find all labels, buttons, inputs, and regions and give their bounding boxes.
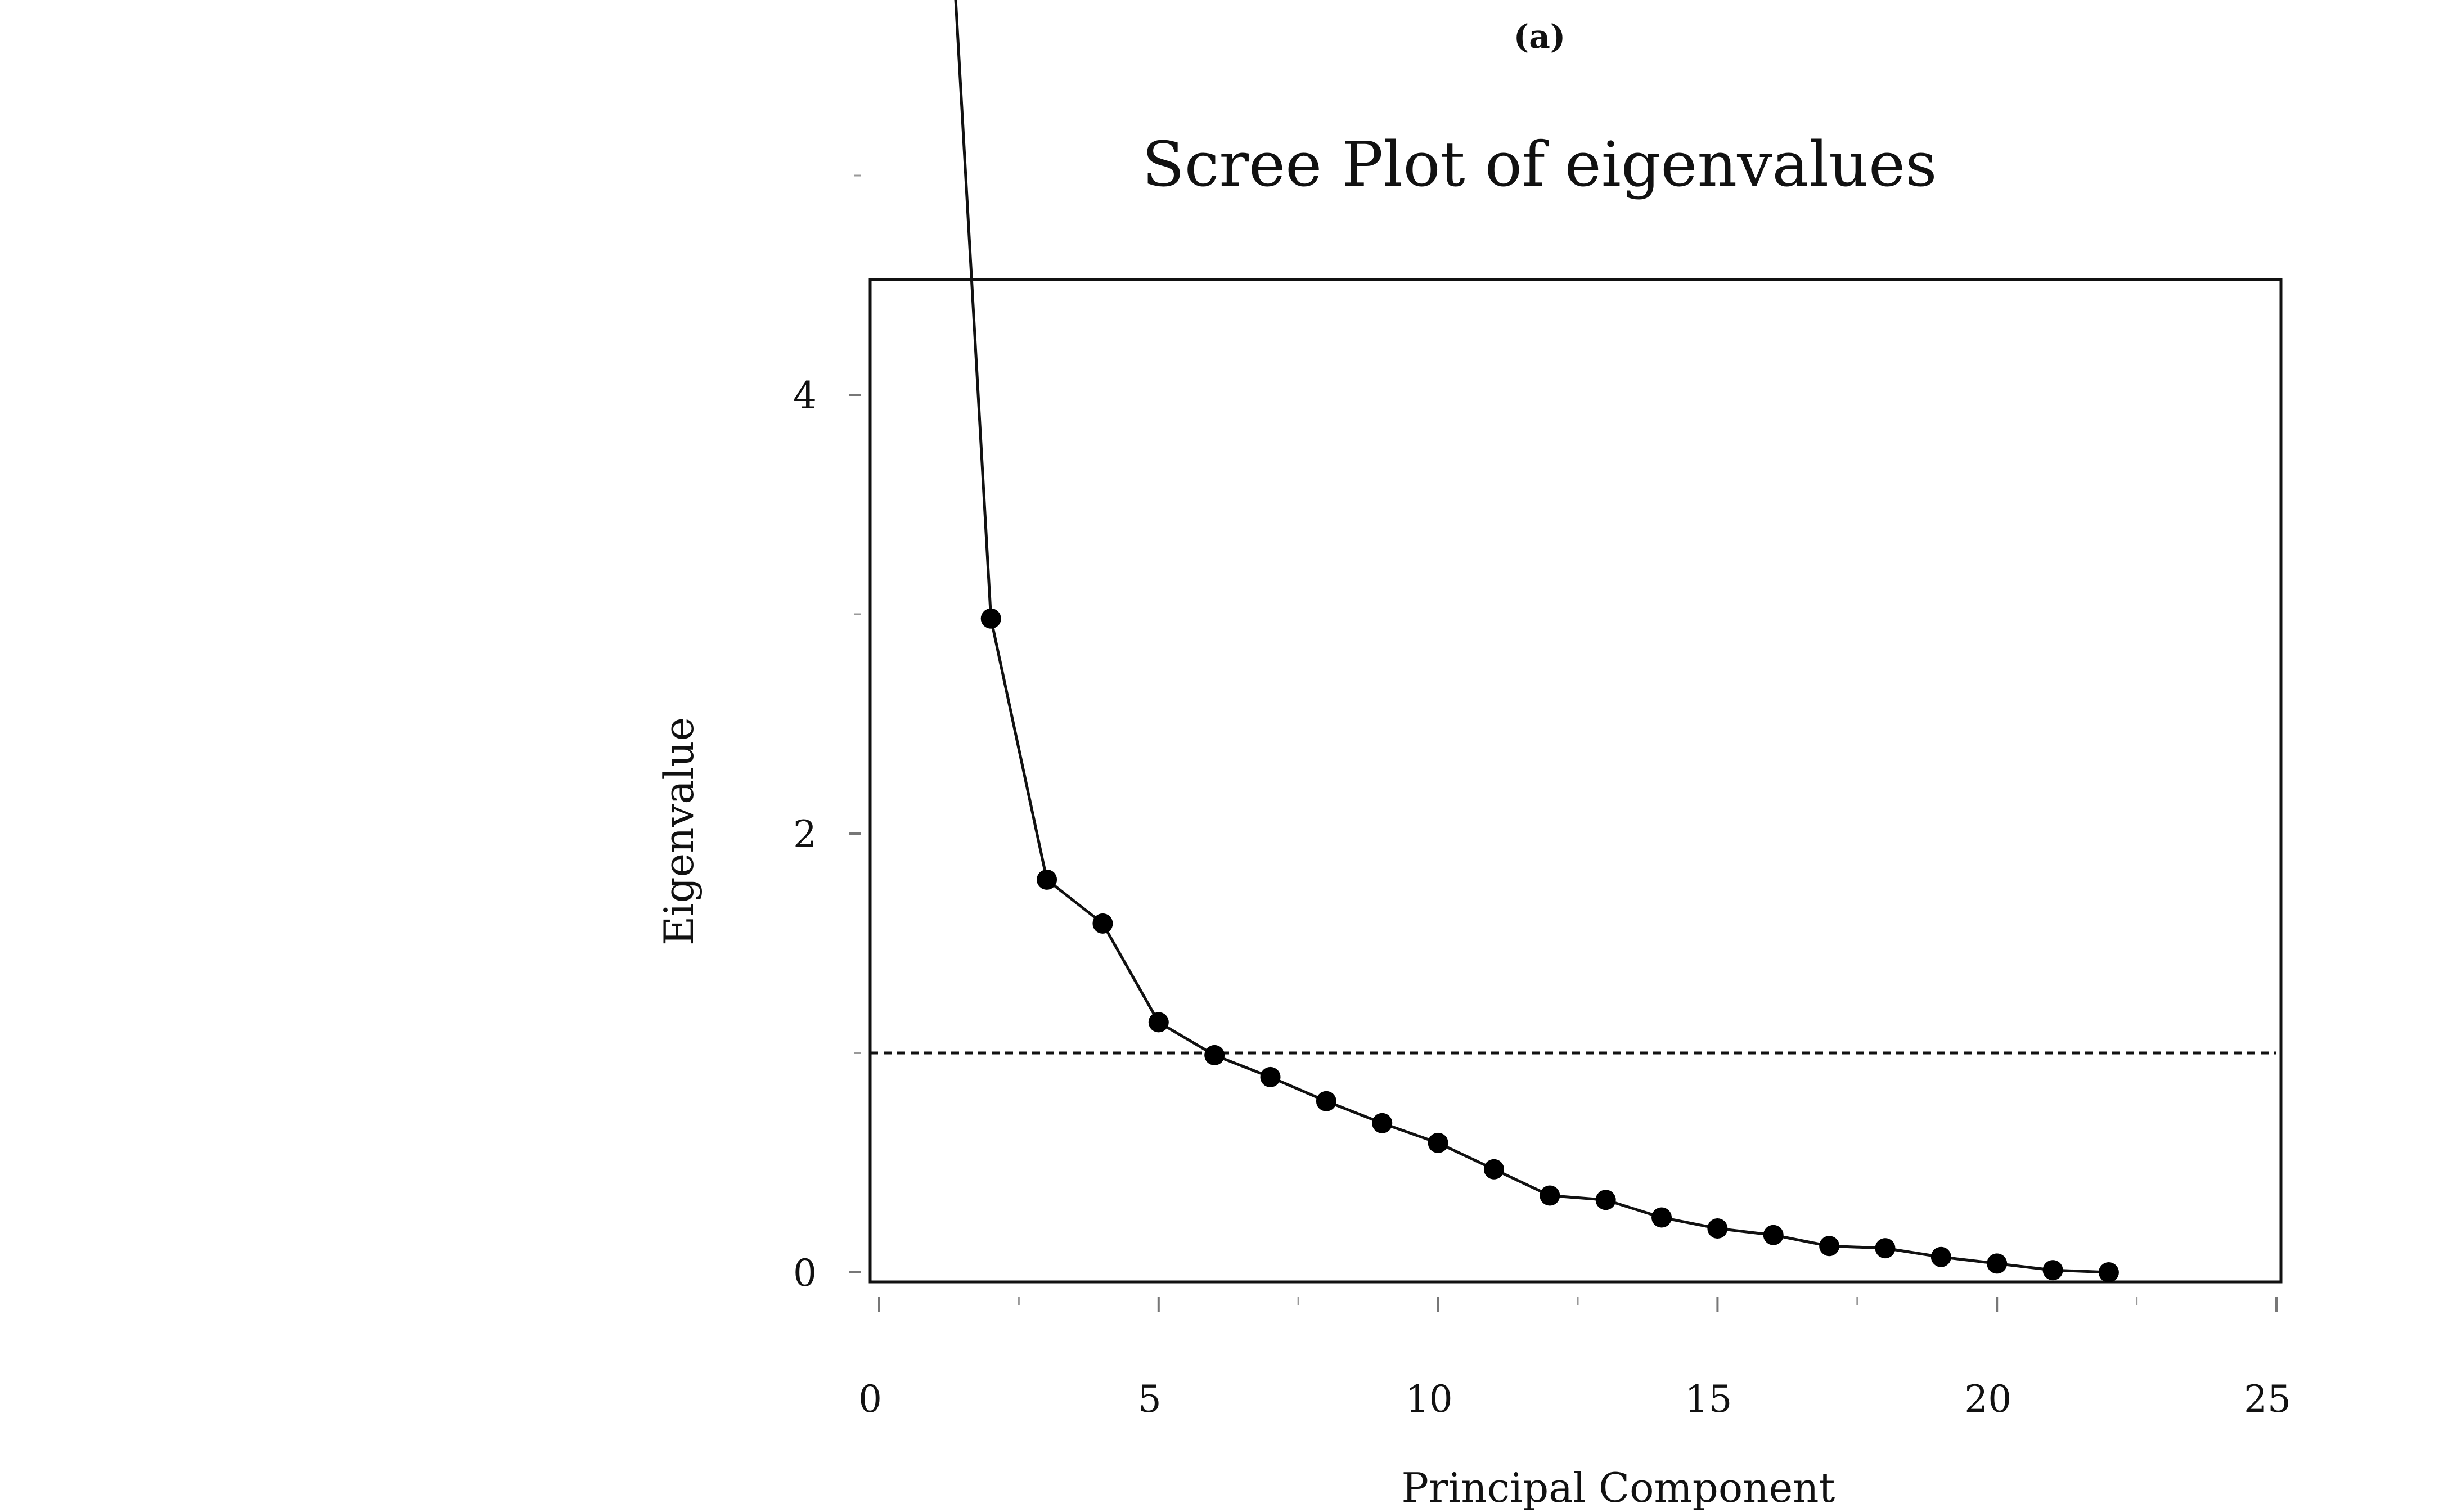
- data-point: [1037, 869, 1057, 890]
- data-point: [1540, 1185, 1560, 1206]
- data-point: [1372, 1113, 1393, 1133]
- x-tick-label: 5: [1138, 1378, 1162, 1421]
- data-point: [2042, 1260, 2063, 1281]
- data-point: [1204, 1045, 1225, 1065]
- chart-title: Scree Plot of eigenvalues: [1142, 128, 1937, 200]
- x-tick-label: 10: [1406, 1378, 1453, 1421]
- x-tick-label: 20: [1964, 1378, 2011, 1421]
- series-line: [954, 0, 2109, 1274]
- y-axis: 02468: [793, 174, 861, 1295]
- data-series: [954, 0, 2119, 1282]
- data-point: [1483, 1159, 1504, 1180]
- data-point: [1260, 1066, 1281, 1087]
- data-point: [1148, 1012, 1169, 1033]
- y-axis-label: Eigenvalue: [655, 717, 703, 946]
- x-tick-label: 15: [1685, 1378, 1732, 1421]
- x-tick-label: 0: [858, 1378, 882, 1421]
- data-point: [1316, 1091, 1336, 1112]
- data-point: [1651, 1207, 1672, 1228]
- data-point: [1930, 1246, 1951, 1267]
- data-point: [1763, 1225, 1784, 1245]
- x-axis-label: Principal Component: [1402, 1464, 1835, 1511]
- data-point: [1875, 1238, 1896, 1259]
- data-point: [1428, 1132, 1448, 1153]
- data-point: [1819, 1236, 1840, 1257]
- y-tick-label: 4: [793, 374, 817, 417]
- x-tick-label: 25: [2244, 1378, 2291, 1421]
- data-point: [1595, 1190, 1616, 1210]
- plot-frame: [868, 278, 2283, 1284]
- data-point: [2098, 1262, 2119, 1282]
- data-point: [1987, 1253, 2008, 1274]
- x-axis: 0 5 10 15 20 25: [858, 1297, 2291, 1421]
- data-point: [1092, 913, 1113, 934]
- data-point: [1707, 1218, 1728, 1239]
- data-point: [980, 608, 1001, 629]
- y-tick-label: 0: [793, 1252, 817, 1295]
- y-tick-label: 2: [793, 813, 817, 856]
- panel-label: (a): [1514, 17, 1565, 56]
